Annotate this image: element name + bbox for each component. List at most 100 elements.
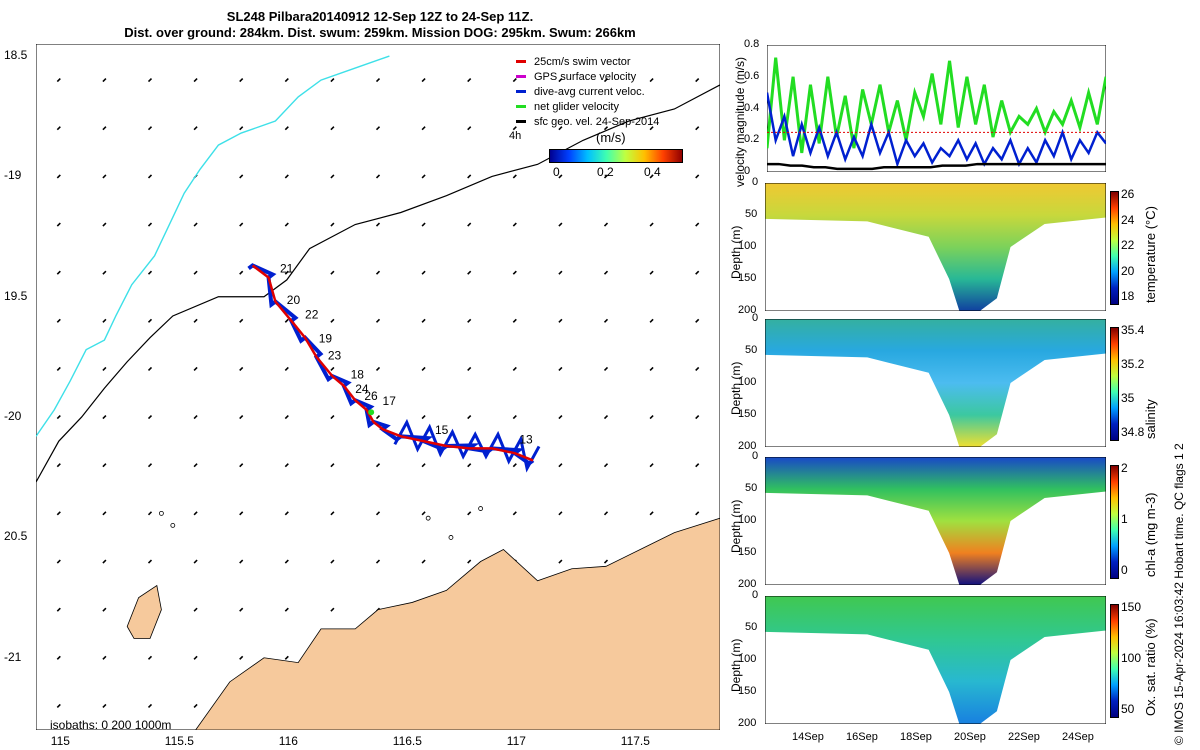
- current-arrow: [330, 318, 335, 323]
- velocity-ylabel: velocity magnitude (m/s): [733, 56, 747, 187]
- current-arrow: [147, 415, 153, 420]
- current-arrow: [147, 174, 153, 179]
- current-arrow: [603, 366, 609, 372]
- section-field: [765, 319, 1106, 447]
- colorbar-tick: 1: [1121, 512, 1128, 526]
- current-arrow: [603, 318, 609, 323]
- depth-tick: 0: [752, 176, 759, 188]
- current-arrow: [193, 126, 198, 131]
- current-arrow: [56, 126, 61, 131]
- map-x-tick: 115: [50, 734, 70, 748]
- current-arrow: [649, 511, 654, 516]
- current-arrow: [558, 415, 563, 420]
- colorbar-label: (m/s): [596, 130, 626, 145]
- current-arrow: [239, 78, 244, 83]
- current-arrow: [558, 78, 563, 83]
- section-colorbar: [1110, 191, 1119, 305]
- depth-tick: 50: [745, 208, 758, 220]
- day-label: 24: [355, 382, 369, 396]
- current-arrow: [239, 222, 244, 227]
- current-arrow: [239, 366, 244, 372]
- day-label: 20: [287, 293, 301, 307]
- current-arrow: [558, 511, 563, 516]
- current-arrow: [330, 78, 335, 83]
- current-arrow: [330, 174, 335, 179]
- current-arrow: [56, 655, 61, 660]
- current-arrow: [102, 463, 107, 468]
- map-y-tick: 18.5: [4, 48, 28, 63]
- current-arrow: [147, 655, 153, 660]
- islet: [159, 510, 164, 516]
- current-arrow: [147, 78, 153, 83]
- islet: [478, 506, 484, 511]
- depth-tick: 150: [738, 685, 757, 697]
- current-arrow: [284, 174, 289, 179]
- current-arrow: [512, 270, 517, 275]
- legend-label: dive-avg current veloc.: [534, 85, 645, 98]
- current-arrow: [284, 655, 289, 660]
- current-arrow: [56, 463, 61, 468]
- depth-label: Depth (m): [729, 361, 743, 415]
- current-arrow: [649, 415, 654, 420]
- current-arrow: [467, 222, 472, 227]
- current-arrow: [375, 318, 381, 323]
- current-arrow: [193, 703, 198, 708]
- current-arrow: [147, 270, 153, 275]
- colorbar-tick: 50: [1121, 702, 1135, 716]
- legend-label: net glider velocity: [534, 100, 619, 113]
- depth-tick: 200: [738, 578, 757, 590]
- legend-entry: sfc geo. vel. 24-Sep-2014: [516, 114, 716, 129]
- current-arrow: [467, 270, 472, 275]
- current-arrow: [239, 126, 244, 131]
- current-arrow: [330, 415, 335, 420]
- current-arrow: [330, 366, 335, 372]
- time-tick: 22Sep: [1008, 731, 1040, 743]
- depth-tick: 150: [738, 546, 757, 558]
- depth-tick: 150: [738, 408, 757, 420]
- current-arrow: [421, 415, 426, 420]
- depth-label: Depth (m): [729, 225, 743, 279]
- legend-entry: GPS surface velocity: [516, 69, 716, 84]
- current-arrow: [284, 463, 289, 468]
- islet: [425, 515, 431, 521]
- current-arrow: [284, 222, 289, 227]
- current-arrow: [512, 222, 517, 227]
- island: [126, 584, 162, 639]
- colorbar-tick: 0: [1121, 563, 1128, 577]
- current-arrow: [56, 607, 61, 612]
- current-arrow: [467, 126, 472, 131]
- current-arrow: [695, 511, 700, 516]
- colorbar-tick: 24: [1121, 212, 1135, 227]
- current-arrow: [421, 270, 426, 275]
- depth-tick: 150: [738, 272, 757, 284]
- current-arrow: [193, 607, 198, 612]
- current-arrow: [467, 415, 472, 420]
- depth-tick: 50: [745, 621, 758, 633]
- depth-tick: 0: [752, 589, 759, 601]
- current-arrow: [512, 366, 517, 372]
- colorbar-tick: 100: [1121, 651, 1142, 665]
- depth-tick: 100: [738, 514, 757, 526]
- current-arrow: [421, 318, 426, 323]
- current-arrow: [421, 174, 426, 179]
- current-arrow: [147, 318, 153, 323]
- current-arrow: [467, 366, 472, 372]
- depth-tick: 200: [738, 717, 757, 729]
- current-arrow: [102, 607, 107, 612]
- current-arrow: [102, 511, 107, 516]
- legend-swatch: [516, 120, 526, 123]
- current-arrow: [467, 511, 472, 516]
- current-arrow: [375, 415, 381, 420]
- current-arrow: [56, 703, 61, 708]
- current-arrow: [375, 126, 381, 131]
- legend-note: 4h: [509, 130, 522, 142]
- colorbar-tick: 18: [1121, 289, 1135, 303]
- current-arrow: [102, 655, 107, 660]
- colorbar-label: Ox. sat. ratio (%): [1143, 618, 1158, 716]
- current-arrow: [421, 463, 426, 468]
- colorbar-tick: 20: [1121, 263, 1135, 278]
- legend-swatch: [516, 105, 526, 108]
- current-arrow: [284, 126, 289, 131]
- current-arrow: [102, 559, 107, 564]
- current-arrow: [695, 270, 700, 275]
